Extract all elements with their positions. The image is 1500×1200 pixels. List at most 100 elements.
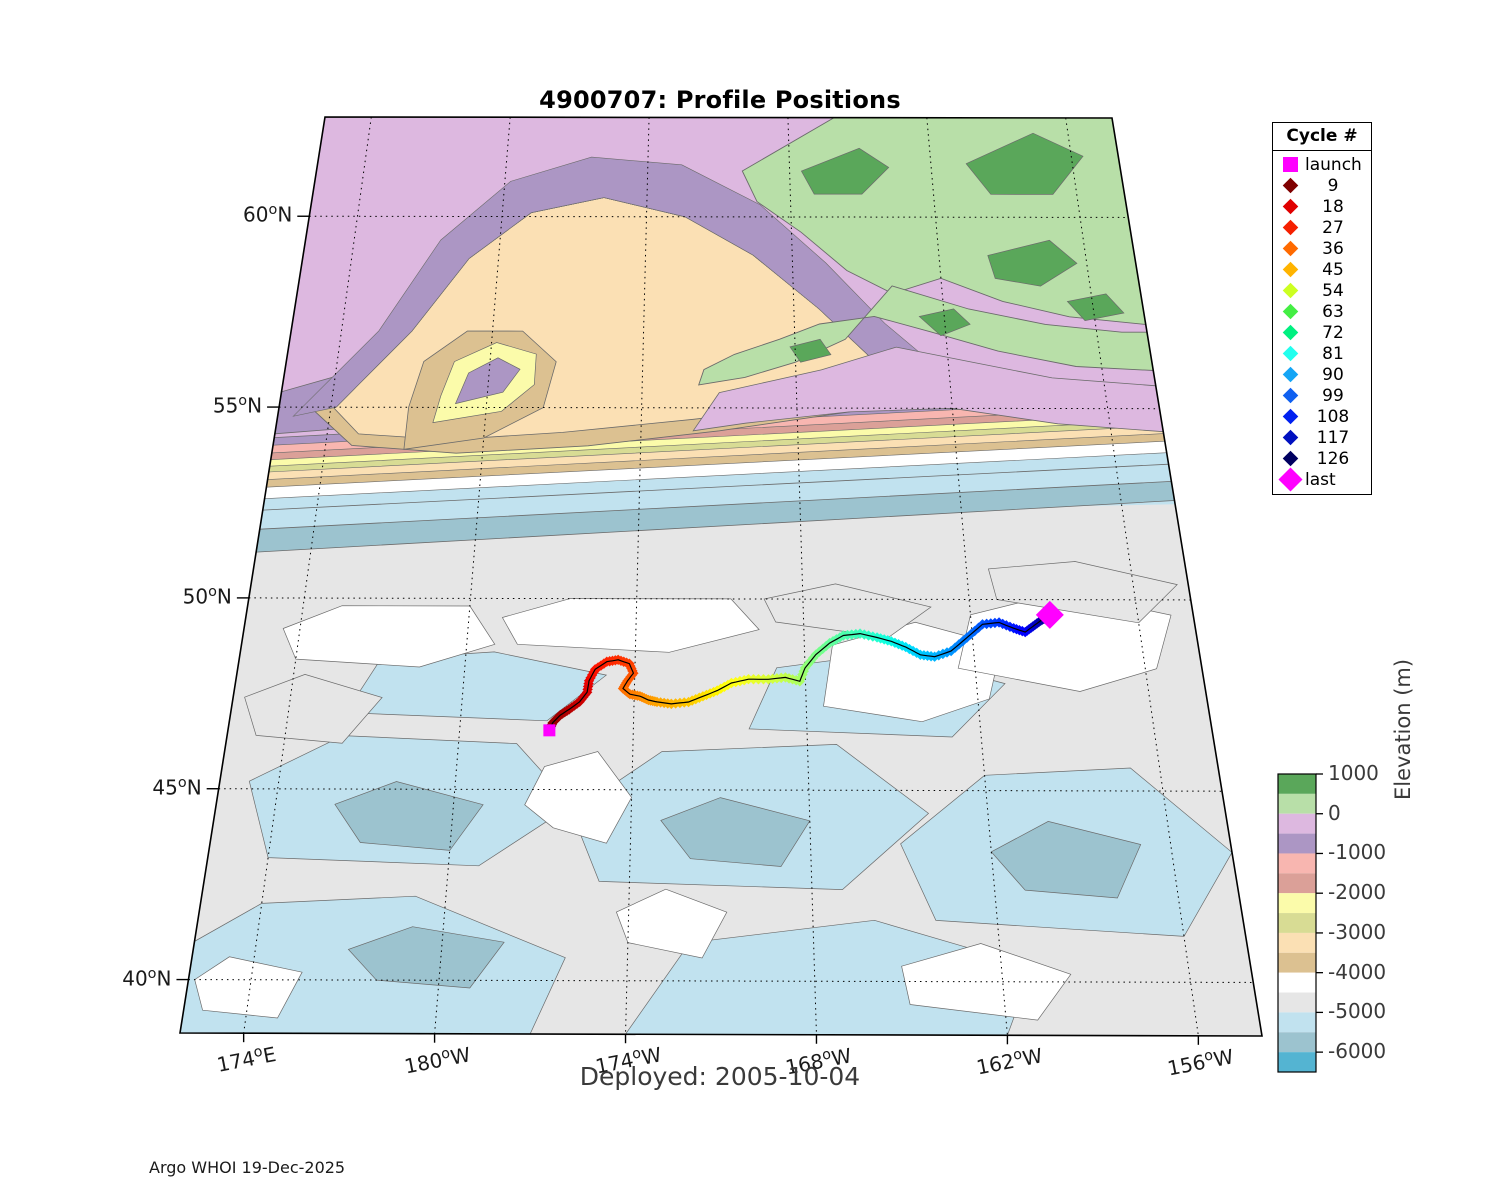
- y-axis-tick-label: 45oN: [152, 774, 202, 800]
- colorbar-tick-label: -4000: [1328, 959, 1387, 984]
- legend-marker-icon: [1279, 219, 1301, 236]
- launch-marker[interactable]: [543, 724, 556, 737]
- deployment-date: Deployed: 2005-10-04: [579, 1062, 861, 1091]
- legend-item-81[interactable]: 81: [1273, 343, 1371, 364]
- colorbar-band: [1278, 1012, 1316, 1033]
- legend-item-9[interactable]: 9: [1273, 175, 1371, 196]
- bathymetry-contour-deep: [660, 797, 811, 867]
- cycle-legend: Cycle # launch 9 18 27 36 45 54 63 72 81 90 99 108 11…: [1272, 122, 1372, 495]
- colorbar-tick-label: -5000: [1328, 999, 1387, 1024]
- colorbar: [1277, 773, 1323, 1073]
- colorbar-band: [1278, 913, 1316, 933]
- legend-marker-icon: [1279, 387, 1301, 404]
- legend-item-45[interactable]: 45: [1273, 259, 1371, 280]
- colorbar-band: [1278, 873, 1316, 894]
- legend-marker-icon: [1279, 429, 1301, 446]
- track-line-overlay: [548, 616, 1048, 731]
- colorbar-band: [1278, 774, 1316, 794]
- alaska-highland: [918, 308, 971, 337]
- bathymetry-contour-deep: [345, 651, 608, 722]
- legend-item-27[interactable]: 27: [1273, 217, 1371, 238]
- legend-item-label: 54: [1322, 280, 1344, 301]
- colorbar-band: [1278, 992, 1316, 1013]
- legend-item-63[interactable]: 63: [1273, 301, 1371, 322]
- float-track: [543, 600, 1064, 737]
- graticule-parallel: [188, 979, 1254, 983]
- colorbar-band: [1278, 932, 1316, 953]
- y-axis-tick-label: 40oN: [122, 965, 172, 991]
- y-axis-tick-label: 60oN: [243, 202, 293, 227]
- page-title: 4900707: Profile Positions: [539, 86, 901, 114]
- legend-marker-icon: [1279, 157, 1301, 172]
- colorbar-band: [1278, 813, 1316, 834]
- legend-item-launch[interactable]: launch: [1273, 154, 1371, 175]
- alaska-highland: [800, 147, 890, 195]
- bathymetry-contour-shallow: [524, 751, 633, 844]
- legend-items: launch 9 18 27 36 45 54 63 72 81 90 99 108 117 126 last: [1273, 151, 1371, 494]
- legend-item-label: 27: [1322, 217, 1344, 238]
- legend-marker-icon: [1277, 467, 1303, 492]
- colorbar-band: [1278, 952, 1316, 973]
- legend-marker-icon: [1279, 261, 1301, 278]
- legend-item-99[interactable]: 99: [1273, 385, 1371, 406]
- colorbar-band: [1278, 853, 1316, 874]
- colorbar-tick-label: 1000: [1328, 761, 1379, 785]
- colorbar-outline: [1277, 773, 1317, 1073]
- legend-item-label: 117: [1316, 427, 1350, 448]
- legend-marker-icon: [1279, 408, 1301, 425]
- map-frame: [179, 116, 1263, 1037]
- colorbar-tick-label: -3000: [1328, 919, 1387, 944]
- source-credit: Argo WHOI 19-Dec-2025: [149, 1158, 346, 1177]
- alaska-peninsula: [698, 285, 1154, 386]
- legend-item-label: 81: [1322, 343, 1344, 364]
- legend-item-label: 18: [1322, 196, 1344, 217]
- colorbar-tick-label: -1000: [1328, 840, 1387, 865]
- y-axis-tick-label: 55oN: [212, 393, 263, 418]
- legend-item-label: 9: [1327, 175, 1339, 196]
- legend-item-label: 126: [1316, 448, 1350, 469]
- legend-item-label: launch: [1305, 154, 1362, 175]
- colorbar-band: [1278, 1052, 1316, 1072]
- graticule-parallel: [309, 215, 1129, 218]
- graticule-parallel: [218, 788, 1223, 792]
- legend-marker-icon: [1279, 240, 1301, 257]
- bathymetry-contour-deep: [334, 781, 484, 851]
- bathymetry-contour-shallow: [501, 598, 760, 653]
- graticule-parallel: [279, 406, 1160, 410]
- bathymetry-contour-shallow: [615, 888, 728, 959]
- legend-marker-icon: [1279, 450, 1301, 467]
- last-position-marker[interactable]: [1035, 600, 1064, 629]
- colorbar-tick-label: -6000: [1328, 1039, 1387, 1064]
- graticule-meridian: [243, 117, 372, 1034]
- bathymetry-contour-shallow: [194, 956, 303, 1019]
- legend-item-72[interactable]: 72: [1273, 322, 1371, 343]
- legend-marker-icon: [1279, 324, 1301, 341]
- legend-item-18[interactable]: 18: [1273, 196, 1371, 217]
- colorbar-band: [1278, 833, 1316, 854]
- legend-item-36[interactable]: 36: [1273, 238, 1371, 259]
- alaska-highland: [965, 132, 1084, 195]
- legend-item-label: 63: [1322, 301, 1344, 322]
- legend-marker-icon: [1279, 303, 1301, 320]
- legend-item-90[interactable]: 90: [1273, 364, 1371, 385]
- bathymetry-contour: [987, 561, 1178, 624]
- colorbar-band: [1278, 893, 1316, 914]
- graticule-meridian: [1065, 117, 1199, 1036]
- legend-item-54[interactable]: 54: [1273, 280, 1371, 301]
- colorbar-axis-label: Elevation (m): [1391, 658, 1415, 800]
- legend-item-117[interactable]: 117: [1273, 427, 1371, 448]
- legend-marker-icon: [1279, 345, 1301, 362]
- legend-item-126[interactable]: 126: [1273, 448, 1371, 469]
- legend-item-label: last: [1305, 469, 1336, 490]
- colorbar-band: [1278, 793, 1316, 814]
- legend-title: Cycle #: [1273, 123, 1371, 151]
- legend-item-label: 72: [1322, 322, 1344, 343]
- alaska-highland: [1066, 293, 1125, 321]
- y-axis-tick-label: 50oN: [182, 583, 232, 609]
- legend-marker-icon: [1279, 198, 1301, 215]
- legend-item-last[interactable]: last: [1273, 467, 1371, 492]
- legend-item-108[interactable]: 108: [1273, 406, 1371, 427]
- legend-item-label: 90: [1322, 364, 1344, 385]
